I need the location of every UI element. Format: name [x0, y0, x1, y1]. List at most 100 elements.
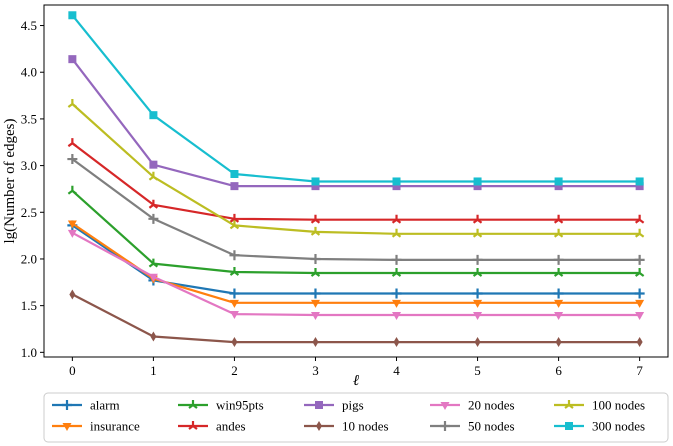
data-point-alarm [553, 288, 564, 299]
legend-label-win95pts: win95pts [216, 398, 264, 413]
data-point-300-nodes [311, 177, 320, 186]
data-point-50-nodes [148, 213, 159, 224]
data-point-20-nodes [67, 229, 77, 238]
legend-label-300-nodes: 300 nodes [592, 419, 645, 434]
data-point-10-nodes [312, 337, 319, 348]
data-point-100-nodes [391, 228, 402, 238]
data-point-50-nodes [310, 253, 321, 264]
series-line-10-nodes [71, 293, 640, 344]
y-tick-label: 1.5 [21, 298, 37, 313]
legend-item-win95pts: win95pts [178, 398, 264, 413]
data-point-alarm [634, 288, 645, 299]
series-lines [67, 11, 645, 348]
data-point-pigs [68, 55, 77, 64]
data-point-50-nodes [391, 254, 402, 265]
data-point-andes [229, 213, 240, 223]
data-point-100-nodes [553, 228, 564, 238]
legend-marker-300-nodes [565, 422, 573, 430]
data-point-andes [148, 199, 159, 209]
data-point-300-nodes [635, 177, 644, 186]
data-point-andes [553, 214, 564, 224]
series-100-nodes [67, 98, 645, 238]
data-point-100-nodes [310, 226, 321, 236]
y-tick-label: 3.0 [21, 158, 37, 173]
data-point-10-nodes [636, 337, 643, 348]
data-point-pigs [392, 182, 401, 191]
data-point-300-nodes [230, 169, 239, 178]
x-tick-label: 5 [474, 363, 481, 378]
y-axis: 1.0 1.5 2.0 2.5 3.0 3.5 4.0 4.5 [21, 18, 44, 360]
data-point-10-nodes [393, 337, 400, 348]
data-point-20-nodes [310, 311, 320, 320]
data-point-alarm [229, 288, 240, 299]
legend: alarm insurance win95pts andes pigs 10 nodes 2… [43, 392, 669, 443]
legend-marker-20-nodes [440, 402, 450, 410]
data-point-20-nodes [148, 273, 158, 282]
legend-item-10-nodes: 10 nodes [304, 419, 389, 434]
data-point-pigs [635, 182, 644, 191]
data-point-100-nodes [229, 220, 240, 230]
legend-label-andes: andes [216, 419, 246, 434]
data-point-win95pts [310, 267, 321, 277]
y-axis-label: lg(Number of edges) [2, 119, 18, 244]
x-tick-label: 1 [150, 363, 157, 378]
series-line-andes [71, 142, 640, 221]
data-point-andes [472, 214, 483, 224]
series-pigs [68, 55, 644, 191]
data-point-50-nodes [634, 254, 645, 265]
data-point-20-nodes [554, 311, 564, 320]
data-point-win95pts [634, 267, 645, 277]
legend-marker-10-nodes [316, 421, 322, 431]
y-tick-label: 4.5 [21, 18, 37, 33]
legend-label-50-nodes: 50 nodes [468, 419, 515, 434]
data-point-win95pts [472, 267, 483, 277]
data-point-pigs [473, 182, 482, 191]
data-point-100-nodes [634, 228, 645, 238]
data-point-insurance [392, 299, 402, 308]
data-point-win95pts [391, 267, 402, 277]
x-tick-label: 3 [312, 363, 319, 378]
x-tick-label: 6 [555, 363, 562, 378]
series-line-20-nodes [71, 231, 640, 317]
data-point-20-nodes [392, 311, 402, 320]
legend-label-100-nodes: 100 nodes [592, 398, 645, 413]
data-point-10-nodes [69, 289, 76, 300]
y-tick-label: 3.5 [21, 111, 37, 126]
legend-item-20-nodes: 20 nodes [430, 398, 515, 413]
data-point-50-nodes [229, 250, 240, 261]
data-point-pigs [311, 182, 320, 191]
data-point-10-nodes [474, 337, 481, 348]
data-point-insurance [229, 299, 239, 308]
data-point-50-nodes [67, 154, 78, 165]
series-line-300-nodes [71, 14, 640, 183]
legend-marker-50-nodes [440, 421, 450, 431]
legend-item-300-nodes: 300 nodes [554, 419, 645, 434]
data-point-20-nodes [635, 311, 645, 320]
legend-marker-insurance [62, 423, 72, 431]
data-point-andes [391, 214, 402, 224]
data-point-20-nodes [473, 311, 483, 320]
series-line-100-nodes [71, 103, 640, 235]
series-line-50-nodes [71, 158, 640, 261]
data-point-300-nodes [473, 177, 482, 186]
data-point-100-nodes [67, 98, 78, 108]
data-point-andes [310, 214, 321, 224]
data-point-300-nodes [554, 177, 563, 186]
legend-marker-100-nodes [564, 400, 574, 409]
data-point-win95pts [67, 185, 78, 195]
x-tick-label: 2 [231, 363, 238, 378]
data-point-win95pts [148, 258, 159, 268]
data-point-alarm [472, 288, 483, 299]
series-andes [67, 138, 645, 224]
legend-marker-pigs [315, 401, 323, 409]
data-point-pigs [149, 160, 158, 169]
data-point-insurance [635, 299, 645, 308]
x-tick-label: 0 [69, 363, 76, 378]
data-point-300-nodes [392, 177, 401, 186]
data-point-50-nodes [553, 254, 564, 265]
legend-item-100-nodes: 100 nodes [554, 398, 645, 413]
legend-item-pigs: pigs [304, 398, 364, 413]
y-tick-label: 4.0 [21, 65, 37, 80]
data-point-andes [67, 138, 78, 148]
